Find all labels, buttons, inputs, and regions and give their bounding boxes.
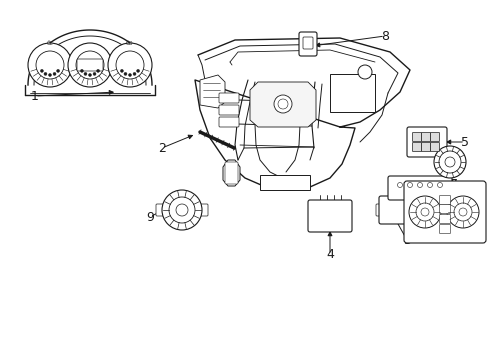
Circle shape xyxy=(93,72,96,75)
Circle shape xyxy=(116,51,143,79)
Circle shape xyxy=(88,73,91,77)
Circle shape xyxy=(80,69,83,72)
Circle shape xyxy=(169,197,195,223)
Circle shape xyxy=(407,183,412,188)
FancyBboxPatch shape xyxy=(298,32,316,56)
Circle shape xyxy=(41,69,43,72)
FancyBboxPatch shape xyxy=(219,93,239,103)
Text: 3: 3 xyxy=(402,234,410,247)
Polygon shape xyxy=(200,75,224,108)
Text: 8: 8 xyxy=(380,30,388,42)
Text: 7: 7 xyxy=(449,177,457,190)
Circle shape xyxy=(76,51,104,79)
Circle shape xyxy=(97,69,100,72)
FancyBboxPatch shape xyxy=(403,204,413,216)
Circle shape xyxy=(438,151,460,173)
Text: 2: 2 xyxy=(158,141,165,154)
FancyBboxPatch shape xyxy=(412,143,421,152)
Circle shape xyxy=(444,157,454,167)
FancyBboxPatch shape xyxy=(429,143,439,152)
Text: 10: 10 xyxy=(471,208,487,221)
Circle shape xyxy=(44,72,47,75)
FancyBboxPatch shape xyxy=(329,74,374,112)
Circle shape xyxy=(57,69,60,72)
Circle shape xyxy=(120,69,123,72)
Circle shape xyxy=(408,196,440,228)
FancyBboxPatch shape xyxy=(421,132,429,141)
FancyBboxPatch shape xyxy=(224,162,238,184)
Circle shape xyxy=(84,72,87,75)
FancyBboxPatch shape xyxy=(303,37,312,49)
Circle shape xyxy=(446,196,478,228)
Circle shape xyxy=(357,65,371,79)
Circle shape xyxy=(417,183,422,188)
FancyBboxPatch shape xyxy=(403,181,485,243)
Circle shape xyxy=(108,43,152,87)
FancyBboxPatch shape xyxy=(412,132,421,141)
FancyBboxPatch shape xyxy=(196,204,207,216)
Circle shape xyxy=(162,190,202,230)
Circle shape xyxy=(53,72,56,75)
Circle shape xyxy=(48,73,51,77)
Text: 4: 4 xyxy=(325,248,333,261)
FancyBboxPatch shape xyxy=(439,204,449,213)
FancyBboxPatch shape xyxy=(156,204,168,216)
FancyBboxPatch shape xyxy=(307,200,351,232)
FancyBboxPatch shape xyxy=(219,105,239,115)
FancyBboxPatch shape xyxy=(439,225,449,234)
FancyBboxPatch shape xyxy=(219,117,239,127)
Circle shape xyxy=(123,72,127,75)
Text: 6: 6 xyxy=(460,181,468,194)
Text: 5: 5 xyxy=(460,135,468,149)
Circle shape xyxy=(136,69,139,72)
FancyBboxPatch shape xyxy=(77,59,103,71)
Circle shape xyxy=(278,99,287,109)
FancyBboxPatch shape xyxy=(375,204,385,216)
FancyBboxPatch shape xyxy=(406,127,446,157)
Circle shape xyxy=(273,95,291,113)
Polygon shape xyxy=(223,160,240,186)
FancyBboxPatch shape xyxy=(421,143,429,152)
Circle shape xyxy=(176,204,187,216)
Circle shape xyxy=(133,72,136,75)
FancyBboxPatch shape xyxy=(429,132,439,141)
Circle shape xyxy=(28,43,72,87)
Circle shape xyxy=(437,183,442,188)
Circle shape xyxy=(453,203,471,221)
Circle shape xyxy=(427,183,431,188)
Circle shape xyxy=(397,183,402,188)
FancyBboxPatch shape xyxy=(439,215,449,224)
Circle shape xyxy=(433,146,465,178)
Polygon shape xyxy=(249,82,315,127)
Circle shape xyxy=(458,208,466,216)
Circle shape xyxy=(36,51,64,79)
Text: 1: 1 xyxy=(31,90,39,103)
FancyBboxPatch shape xyxy=(387,176,451,200)
Text: ÖD: ÖD xyxy=(126,41,134,45)
FancyBboxPatch shape xyxy=(439,195,449,204)
Circle shape xyxy=(68,43,112,87)
Text: 9: 9 xyxy=(146,211,154,224)
FancyBboxPatch shape xyxy=(260,175,309,190)
Circle shape xyxy=(420,208,428,216)
FancyBboxPatch shape xyxy=(378,196,410,224)
Circle shape xyxy=(415,203,433,221)
Circle shape xyxy=(128,73,131,77)
Text: ÖL: ÖL xyxy=(47,41,53,45)
